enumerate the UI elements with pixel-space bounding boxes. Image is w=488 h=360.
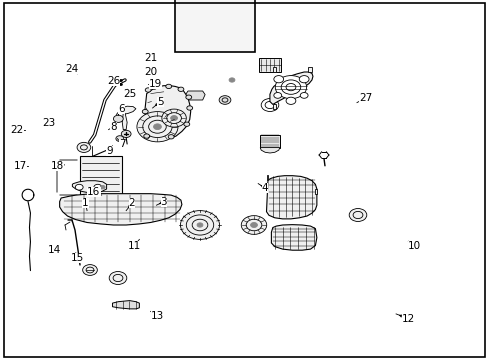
Text: 25: 25 xyxy=(122,89,136,99)
Text: 15: 15 xyxy=(70,253,84,264)
Text: 24: 24 xyxy=(65,64,79,74)
Text: 9: 9 xyxy=(106,146,113,156)
Circle shape xyxy=(178,87,183,91)
Circle shape xyxy=(113,115,123,122)
Text: 13: 13 xyxy=(150,311,164,321)
Text: 26: 26 xyxy=(106,76,120,86)
Circle shape xyxy=(143,134,149,138)
Bar xyxy=(259,58,280,72)
Text: 20: 20 xyxy=(144,67,157,77)
Polygon shape xyxy=(271,225,316,250)
Circle shape xyxy=(180,211,219,239)
Circle shape xyxy=(275,76,306,99)
Circle shape xyxy=(165,84,171,89)
Text: 6: 6 xyxy=(118,104,124,114)
Text: 22: 22 xyxy=(10,125,24,135)
Circle shape xyxy=(142,109,148,114)
Text: 18: 18 xyxy=(51,161,64,171)
Polygon shape xyxy=(185,91,204,100)
Text: 4: 4 xyxy=(261,183,268,193)
Text: 3: 3 xyxy=(160,197,167,207)
Circle shape xyxy=(77,142,91,152)
Circle shape xyxy=(151,85,157,89)
Bar xyxy=(80,156,122,205)
Text: 8: 8 xyxy=(110,122,117,132)
Text: 14: 14 xyxy=(48,245,61,255)
Text: 12: 12 xyxy=(401,314,414,324)
Text: 16: 16 xyxy=(87,186,101,197)
Text: 17: 17 xyxy=(14,161,27,171)
Polygon shape xyxy=(307,67,311,72)
Circle shape xyxy=(273,76,283,83)
Circle shape xyxy=(273,93,281,98)
Polygon shape xyxy=(266,175,267,180)
Bar xyxy=(175,0,254,52)
Polygon shape xyxy=(112,301,139,309)
Circle shape xyxy=(145,88,151,92)
Polygon shape xyxy=(272,67,276,72)
Circle shape xyxy=(109,271,126,284)
Circle shape xyxy=(241,216,266,234)
Circle shape xyxy=(121,130,131,138)
Circle shape xyxy=(219,96,230,104)
Circle shape xyxy=(300,93,307,98)
Circle shape xyxy=(94,184,102,190)
Circle shape xyxy=(82,265,97,275)
Circle shape xyxy=(228,78,234,82)
Circle shape xyxy=(100,185,105,189)
Text: 5: 5 xyxy=(157,96,163,107)
Circle shape xyxy=(162,109,186,127)
Circle shape xyxy=(75,184,83,190)
Circle shape xyxy=(183,122,189,126)
Circle shape xyxy=(250,222,257,228)
Polygon shape xyxy=(315,189,316,194)
Text: 19: 19 xyxy=(148,78,162,89)
Polygon shape xyxy=(60,194,182,225)
Text: 11: 11 xyxy=(127,240,141,251)
Polygon shape xyxy=(260,148,279,153)
Text: 2: 2 xyxy=(128,198,135,208)
Text: 21: 21 xyxy=(143,53,157,63)
Polygon shape xyxy=(266,176,316,219)
Circle shape xyxy=(186,106,192,110)
Text: 27: 27 xyxy=(358,93,372,103)
Text: 7: 7 xyxy=(119,139,125,149)
Circle shape xyxy=(197,223,203,227)
Circle shape xyxy=(153,124,161,130)
Text: 10: 10 xyxy=(407,240,420,251)
Circle shape xyxy=(299,76,308,83)
Text: 23: 23 xyxy=(42,118,56,128)
Polygon shape xyxy=(122,113,127,130)
Text: 1: 1 xyxy=(82,198,89,208)
Polygon shape xyxy=(144,86,190,139)
Circle shape xyxy=(116,136,123,141)
Circle shape xyxy=(168,135,174,139)
Polygon shape xyxy=(269,72,312,104)
Polygon shape xyxy=(272,104,276,109)
Bar xyxy=(260,135,279,148)
Polygon shape xyxy=(72,181,106,193)
Circle shape xyxy=(285,97,295,104)
Circle shape xyxy=(170,116,177,121)
Circle shape xyxy=(185,95,191,99)
Polygon shape xyxy=(121,106,136,114)
Circle shape xyxy=(348,208,366,221)
Circle shape xyxy=(137,112,178,142)
